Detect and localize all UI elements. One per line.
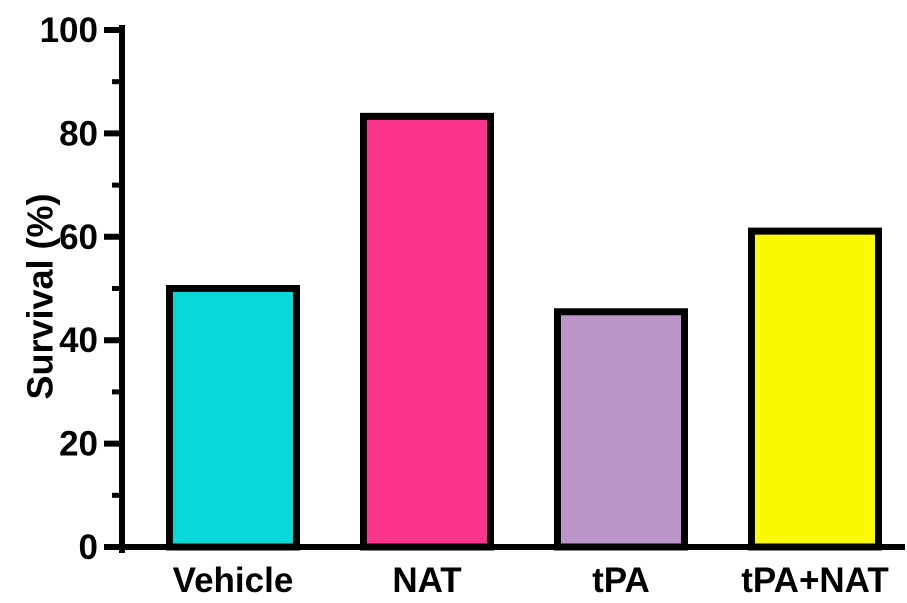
- bar-vehicle: [166, 285, 300, 551]
- y-tick-label: 20: [59, 425, 98, 464]
- bar-tpa-nat: [748, 227, 882, 551]
- axes-layer: [104, 25, 905, 553]
- bar-tpa: [554, 308, 688, 551]
- labels-layer: Vehicle NAT tPA tPA+NAT 0 20 40 60 80 100: [40, 11, 889, 600]
- bars-layer: [166, 112, 882, 551]
- y-tick-label: 0: [79, 528, 98, 567]
- y-tick-label: 80: [59, 114, 98, 153]
- x-tick-label-vehicle: Vehicle: [173, 561, 294, 600]
- x-tick-label-nat: NAT: [392, 561, 461, 600]
- y-tick-label: 60: [59, 218, 98, 257]
- x-tick-label-tpa-nat: tPA+NAT: [741, 561, 888, 600]
- y-axis-title: Survival (%): [20, 193, 61, 399]
- y-tick-label: 100: [40, 11, 98, 50]
- bar-nat: [360, 112, 494, 551]
- x-tick-label-tpa: tPA: [592, 561, 650, 600]
- y-tick-label: 40: [59, 321, 98, 360]
